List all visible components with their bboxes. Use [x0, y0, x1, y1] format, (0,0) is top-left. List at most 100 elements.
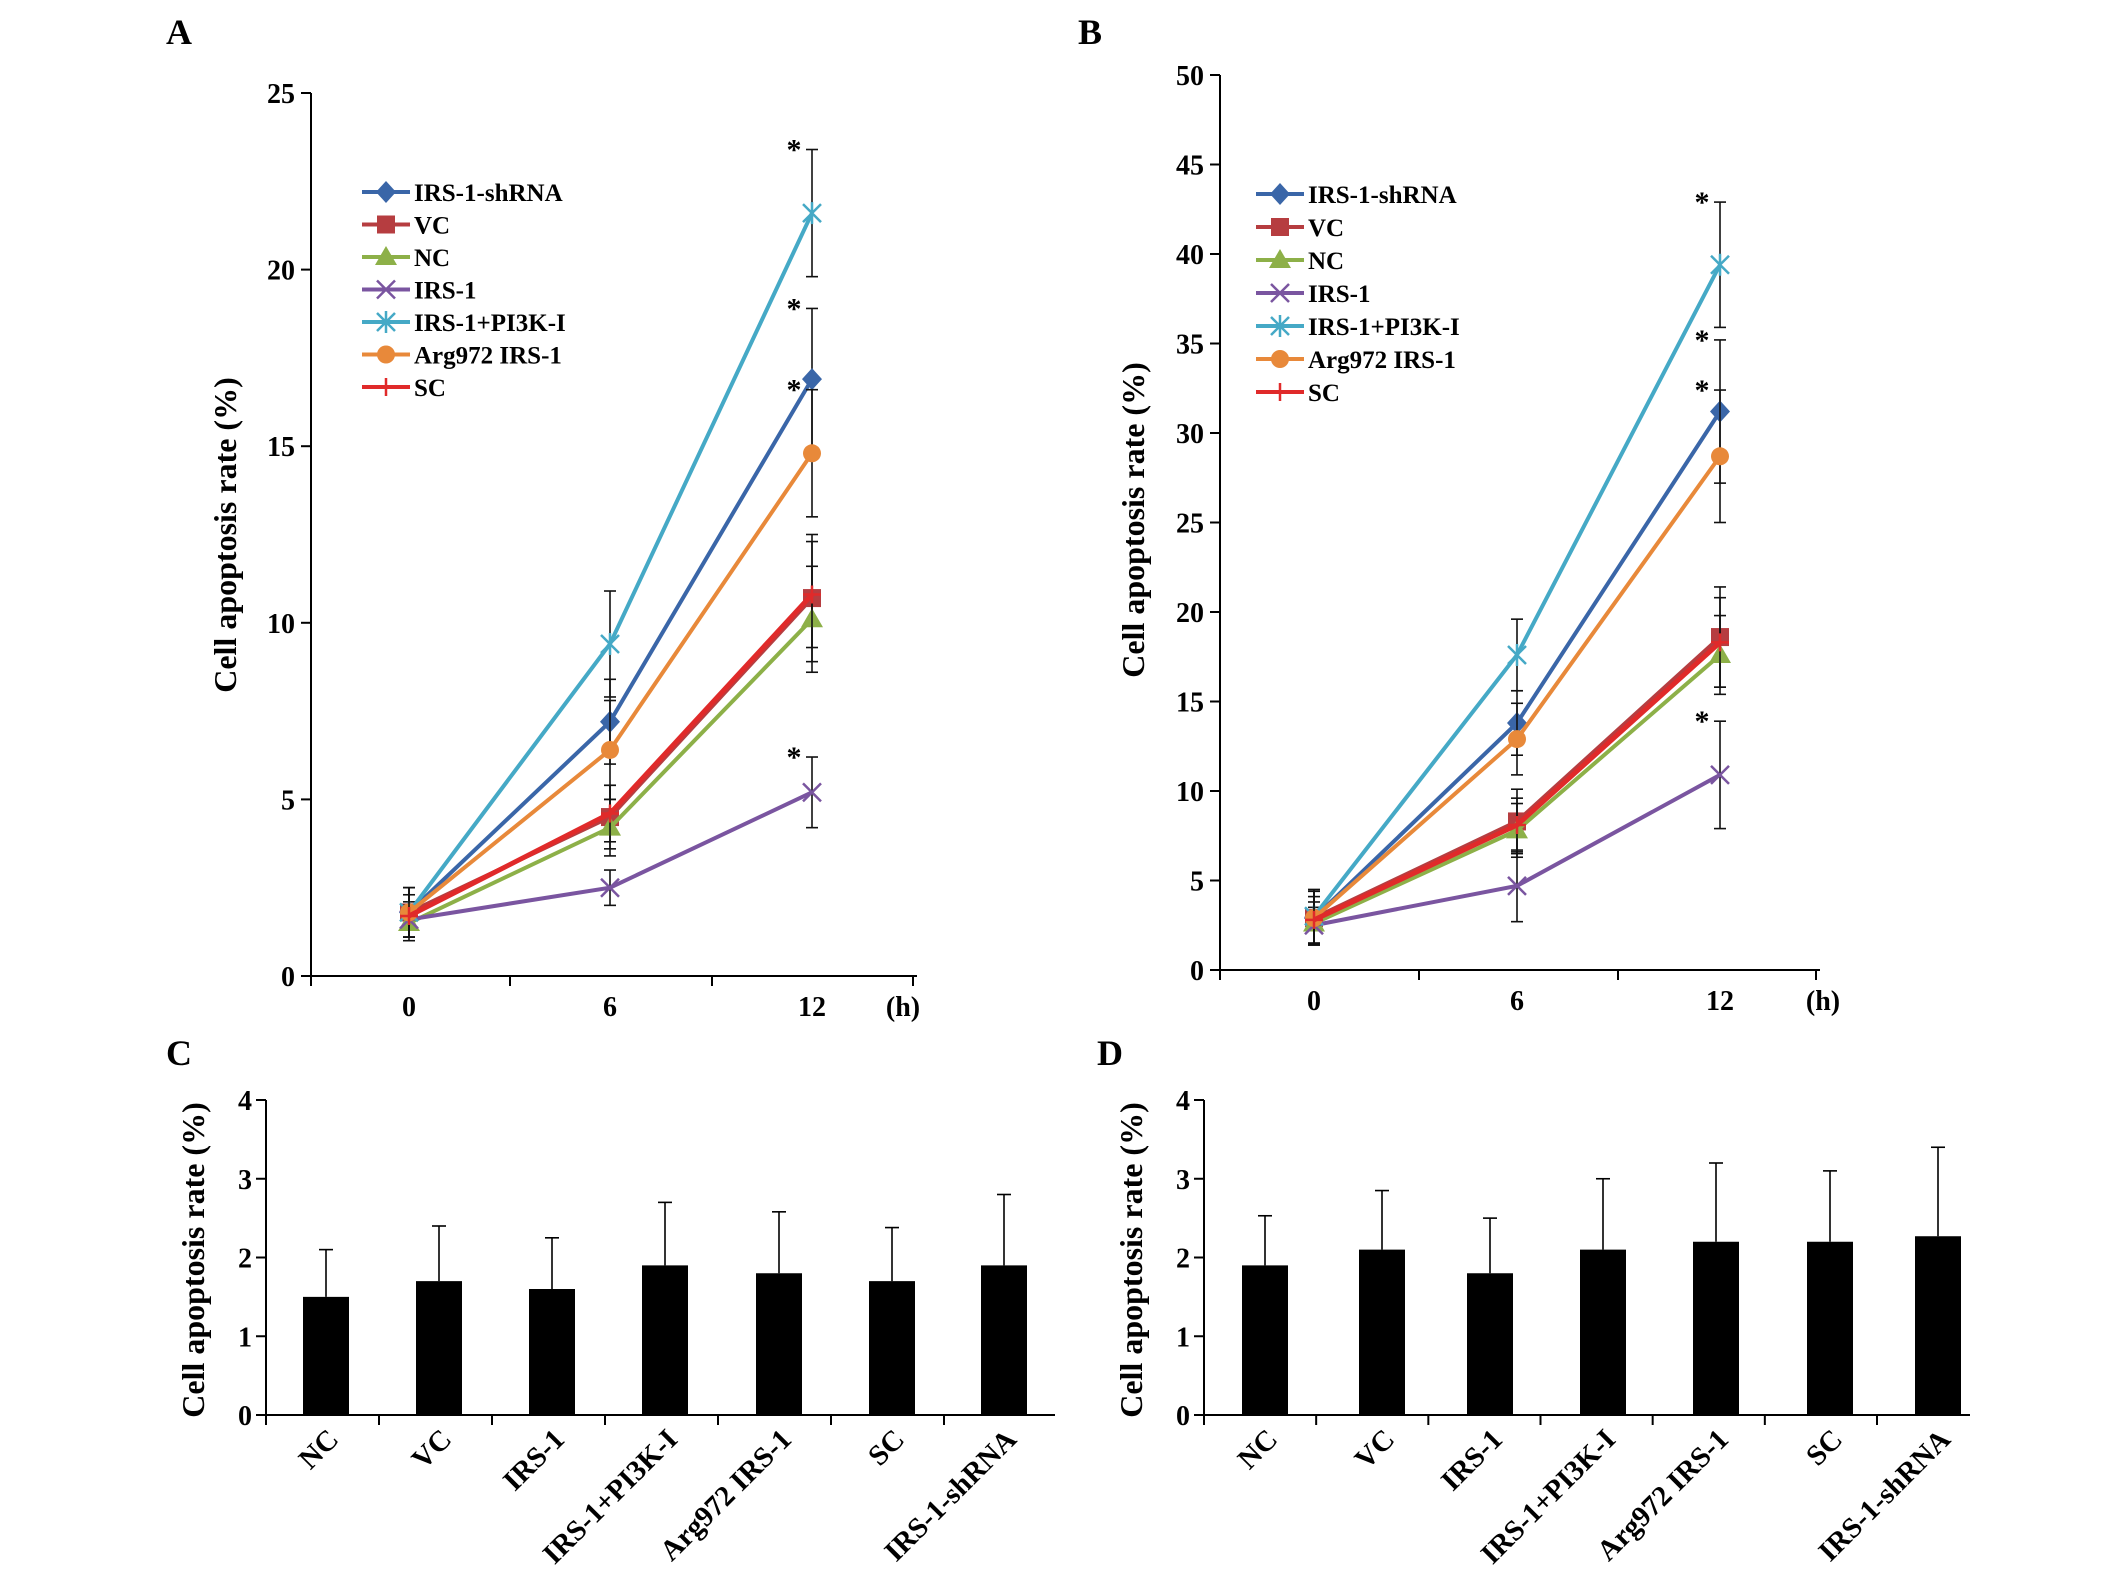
legend-label: SC	[414, 375, 446, 402]
x-tick-label: 0	[402, 992, 416, 1023]
panel-b-line-chart: B 0 5 10 15 20 25 30 35 40 45 50 0 6 12 (h) Cell apoptos…	[1078, 12, 1840, 1017]
series-arg972-irs-1: *	[1305, 374, 1729, 946]
x-tick-label: 12	[798, 992, 826, 1023]
data-point	[1507, 875, 1527, 896]
x-category-label: SC	[862, 1423, 911, 1472]
data-point	[803, 585, 821, 604]
x-category-label: NC	[1232, 1423, 1284, 1475]
y-tick-label: 40	[1176, 240, 1204, 271]
x-tick-label: 12	[1706, 986, 1734, 1017]
legend-swatch-marker	[1270, 183, 1290, 205]
x-axis-title: (h)	[886, 992, 920, 1023]
legend-entry: SC	[1256, 380, 1340, 407]
significance-star: *	[1695, 705, 1710, 738]
legend-swatch-marker	[376, 279, 396, 300]
y-tick-label: 15	[267, 432, 295, 463]
x-category-label: VC	[1349, 1423, 1401, 1475]
y-tick-label: 25	[1176, 509, 1204, 540]
bar	[869, 1281, 915, 1415]
y-tick-label: 35	[1176, 330, 1204, 361]
legend-label: SC	[1308, 380, 1340, 407]
bar	[1580, 1249, 1626, 1415]
y-axis-title: Cell apoptosis rate (%)	[207, 377, 243, 693]
legend-label: IRS-1	[1308, 281, 1371, 308]
legend-entry: IRS-1-shRNA	[1256, 182, 1457, 209]
data-point	[1508, 816, 1526, 835]
bar-group: VC	[1349, 1189, 1405, 1476]
y-axis-title: Cell apoptosis rate (%)	[175, 1102, 211, 1418]
data-point	[1507, 643, 1527, 666]
significance-star: *	[1695, 186, 1710, 219]
y-axis-title: Cell apoptosis rate (%)	[1115, 362, 1151, 678]
x-tick-label: 6	[603, 992, 617, 1023]
bar	[1467, 1273, 1513, 1415]
y-tick-label: 0	[1190, 956, 1204, 987]
bar	[1807, 1241, 1853, 1415]
y-tick-label: 3	[238, 1165, 252, 1196]
bar-group: SC	[862, 1226, 915, 1472]
bar	[1242, 1265, 1288, 1415]
legend-swatch-marker	[376, 311, 396, 333]
legend-label: IRS-1	[414, 278, 477, 305]
panel-label: B	[1078, 12, 1102, 52]
y-tick-label: 2	[1176, 1244, 1190, 1275]
series-arg972-irs-1: *	[400, 374, 821, 938]
legend-swatch-marker	[1271, 383, 1289, 401]
legend-swatch-marker	[376, 181, 396, 203]
data-point	[803, 444, 821, 463]
legend-label: Arg972 IRS-1	[414, 343, 562, 370]
bar	[1693, 1241, 1739, 1415]
y-tick-label: 25	[267, 79, 295, 110]
legend-entry: NC	[362, 245, 450, 272]
y-tick-label: 10	[267, 609, 295, 640]
bar-group: NC	[293, 1248, 349, 1476]
data-point	[601, 804, 619, 823]
y-tick-label: 50	[1176, 61, 1204, 92]
y-tick-label: 4	[238, 1086, 252, 1117]
x-category-label: NC	[293, 1423, 345, 1475]
legend-label: IRS-1+PI3K-I	[414, 310, 566, 337]
y-tick-label: 3	[1176, 1165, 1190, 1196]
legend-swatch-marker	[377, 378, 395, 396]
y-tick-label: 5	[1190, 867, 1204, 898]
legend-entry: IRS-1	[362, 278, 477, 305]
bar-group: NC	[1232, 1214, 1288, 1476]
x-category-label: VC	[406, 1423, 458, 1475]
y-tick-label: 0	[1176, 1401, 1190, 1432]
legend-label: Arg972 IRS-1	[1308, 347, 1456, 374]
legend-swatch-marker	[377, 215, 395, 234]
significance-star: *	[1695, 324, 1710, 357]
data-point	[802, 202, 822, 225]
bar	[756, 1273, 802, 1415]
bar-group: IRS-1	[497, 1237, 575, 1497]
legend: IRS-1-shRNA VC NC IRS-1 IRS-1+PI3K-I Arg972 I…	[1256, 182, 1460, 407]
legend-label: NC	[414, 245, 450, 272]
data-point	[1305, 910, 1323, 929]
y-tick-label: 45	[1176, 151, 1204, 182]
legend-label: IRS-1-shRNA	[414, 180, 563, 207]
legend-entry: Arg972 IRS-1	[1256, 347, 1456, 374]
legend-entry: SC	[362, 375, 446, 402]
bar	[1359, 1249, 1405, 1415]
legend-entry: VC	[362, 213, 450, 240]
legend-entry: NC	[1256, 248, 1344, 275]
legend: IRS-1-shRNA VC NC IRS-1 IRS-1+PI3K-I Arg972 I…	[362, 180, 566, 402]
bar	[981, 1265, 1027, 1415]
data-point	[802, 368, 822, 391]
x-category-label: IRS-1	[497, 1423, 571, 1497]
x-category-label: SC	[1800, 1423, 1849, 1472]
significance-star: *	[1695, 374, 1710, 407]
y-tick-label: 0	[281, 962, 295, 993]
legend-entry: IRS-1-shRNA	[362, 180, 563, 207]
y-tick-label: 2	[238, 1244, 252, 1275]
y-tick-label: 10	[1176, 777, 1204, 808]
series-sc	[1305, 596, 1729, 944]
legend-entry: IRS-1	[1256, 281, 1371, 308]
data-point	[400, 906, 418, 925]
legend-entry: VC	[1256, 215, 1344, 242]
panel-label: D	[1097, 1033, 1123, 1073]
x-category-label: IRS-1	[1435, 1423, 1509, 1497]
y-tick-label: 20	[267, 256, 295, 287]
